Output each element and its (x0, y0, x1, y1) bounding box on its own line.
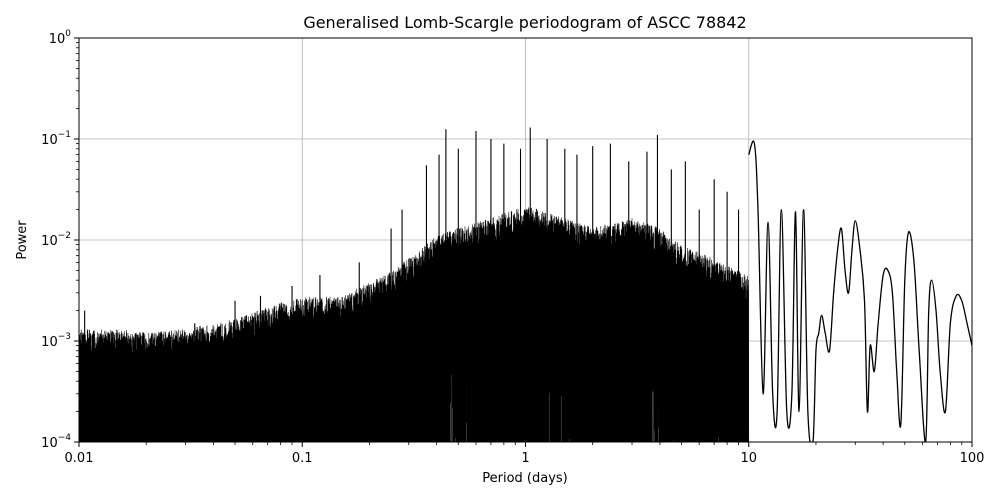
x-tick-label: 0.01 (65, 451, 94, 466)
y-tick-exponent: −3 (58, 332, 71, 342)
x-axis: 0.01 0.1 1 10 100 (65, 442, 985, 466)
y-tick-base: 10 (49, 32, 66, 47)
y-tick-base: 10 (41, 335, 58, 350)
y-tick-exponent: −2 (58, 231, 71, 241)
chart-title: Generalised Lomb-Scargle periodogram of … (303, 13, 746, 32)
x-axis-label: Period (days) (482, 471, 568, 486)
x-tick-label: 0.1 (292, 451, 313, 466)
y-tick-exponent: 0 (65, 29, 71, 39)
y-axis-label: Power (15, 220, 30, 260)
y-tick-label: 100 (49, 29, 72, 47)
periodogram-long-period-trace (748, 140, 972, 442)
y-tick-label: 10−2 (41, 231, 71, 249)
y-tick-base: 10 (41, 234, 58, 249)
series-power (79, 127, 972, 442)
y-tick-exponent: −1 (58, 130, 71, 140)
y-tick-label: 10−4 (41, 433, 71, 451)
x-tick-label: 1 (521, 451, 529, 466)
y-tick-label: 10−1 (41, 130, 71, 148)
x-tick-label: 100 (960, 451, 985, 466)
x-tick-label: 10 (740, 451, 757, 466)
y-tick-exponent: −4 (58, 433, 72, 443)
y-tick-base: 10 (41, 133, 58, 148)
y-tick-label: 10−3 (41, 332, 71, 350)
y-tick-base: 10 (41, 436, 58, 451)
